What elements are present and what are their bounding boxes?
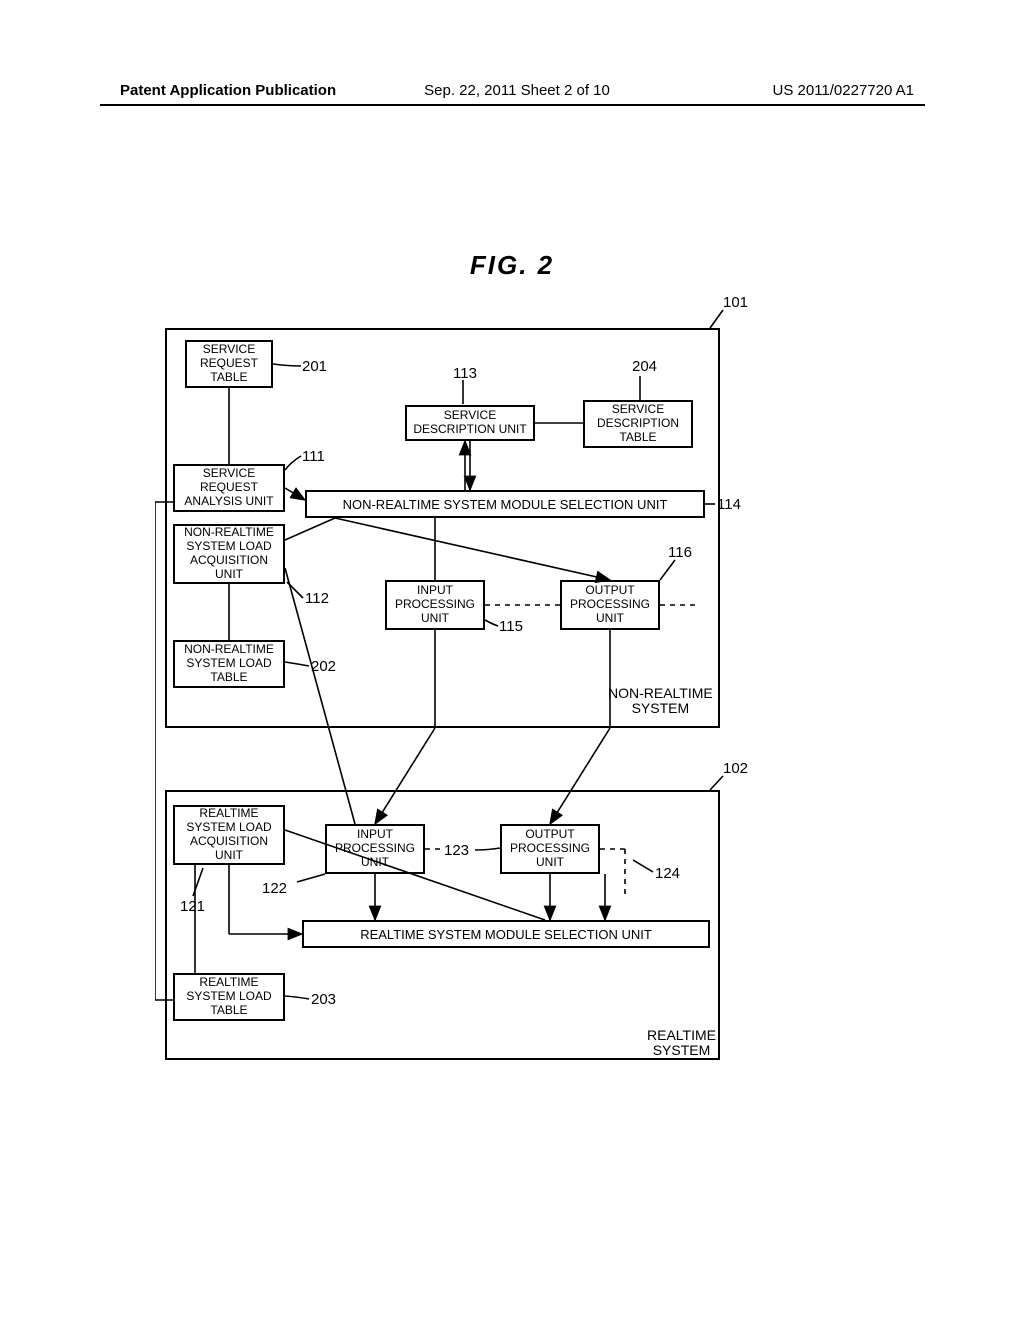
rt-system-label: REALTIMESYSTEM [647, 1028, 716, 1059]
label: SERVICEDESCRIPTIONTABLE [597, 403, 679, 444]
nr-module-selection-box: NON-REALTIME SYSTEM MODULE SELECTION UNI… [305, 490, 705, 518]
page-header: Patent Application Publication Sep. 22, … [0, 82, 1024, 99]
ref-201: 201 [302, 358, 327, 375]
label: NON-REALTIME SYSTEM MODULE SELECTION UNI… [343, 497, 668, 512]
ref-113: 113 [453, 365, 477, 382]
figure-title: FIG. 2 [0, 250, 1024, 281]
output-processing-2-box: OUTPUTPROCESSINGUNIT [500, 824, 600, 874]
header-center: Sep. 22, 2011 Sheet 2 of 10 [385, 82, 650, 99]
ref-123: 123 [444, 842, 469, 859]
label: SERVICEREQUESTANALYSIS UNIT [184, 467, 273, 508]
header-right: US 2011/0227720 A1 [649, 82, 914, 99]
service-description-unit-box: SERVICEDESCRIPTION UNIT [405, 405, 535, 441]
ref-114: 114 [717, 496, 741, 513]
ref-122: 122 [262, 880, 287, 897]
nr-load-acquisition-box: NON-REALTIMESYSTEM LOADACQUISITIONUNIT [173, 524, 285, 584]
label: REALTIME SYSTEM MODULE SELECTION UNIT [360, 927, 652, 942]
label: SERVICEDESCRIPTION UNIT [413, 409, 526, 437]
header-left: Patent Application Publication [120, 82, 385, 99]
diagram-canvas: SERVICEREQUESTTABLE SERVICEDESCRIPTION U… [155, 300, 875, 1070]
service-request-table-box: SERVICEREQUESTTABLE [185, 340, 273, 388]
service-request-analysis-box: SERVICEREQUESTANALYSIS UNIT [173, 464, 285, 512]
ref-202: 202 [311, 658, 336, 675]
label: OUTPUTPROCESSINGUNIT [510, 828, 590, 869]
header-rule [100, 104, 925, 106]
ref-111: 111 [302, 448, 325, 465]
label: INPUTPROCESSINGUNIT [395, 584, 475, 625]
input-processing-2-box: INPUTPROCESSINGUNIT [325, 824, 425, 874]
nr-system-label: NON-REALTIMESYSTEM [608, 686, 713, 717]
ref-116: 116 [668, 544, 692, 561]
label: REALTIMESYSTEM LOADTABLE [186, 976, 271, 1017]
label: NON-REALTIMESYSTEM LOADACQUISITIONUNIT [184, 526, 274, 581]
rt-module-selection-box: REALTIME SYSTEM MODULE SELECTION UNIT [302, 920, 710, 948]
ref-112: 112 [305, 590, 329, 607]
label: SERVICEREQUESTTABLE [200, 343, 258, 384]
ref-101: 101 [723, 294, 748, 311]
label: INPUTPROCESSINGUNIT [335, 828, 415, 869]
rt-load-table-box: REALTIMESYSTEM LOADTABLE [173, 973, 285, 1021]
label: REALTIMESYSTEM LOADACQUISITIONUNIT [186, 807, 271, 862]
ref-203: 203 [311, 991, 336, 1008]
ref-124: 124 [655, 865, 680, 882]
input-processing-1-box: INPUTPROCESSINGUNIT [385, 580, 485, 630]
output-processing-1-box: OUTPUTPROCESSINGUNIT [560, 580, 660, 630]
label: OUTPUTPROCESSINGUNIT [570, 584, 650, 625]
ref-115: 115 [499, 618, 523, 635]
nr-load-table-box: NON-REALTIMESYSTEM LOADTABLE [173, 640, 285, 688]
label: NON-REALTIMESYSTEM LOADTABLE [184, 643, 274, 684]
ref-204: 204 [632, 358, 657, 375]
ref-121: 121 [180, 898, 205, 915]
ref-102: 102 [723, 760, 748, 777]
service-description-table-box: SERVICEDESCRIPTIONTABLE [583, 400, 693, 448]
rt-load-acquisition-box: REALTIMESYSTEM LOADACQUISITIONUNIT [173, 805, 285, 865]
